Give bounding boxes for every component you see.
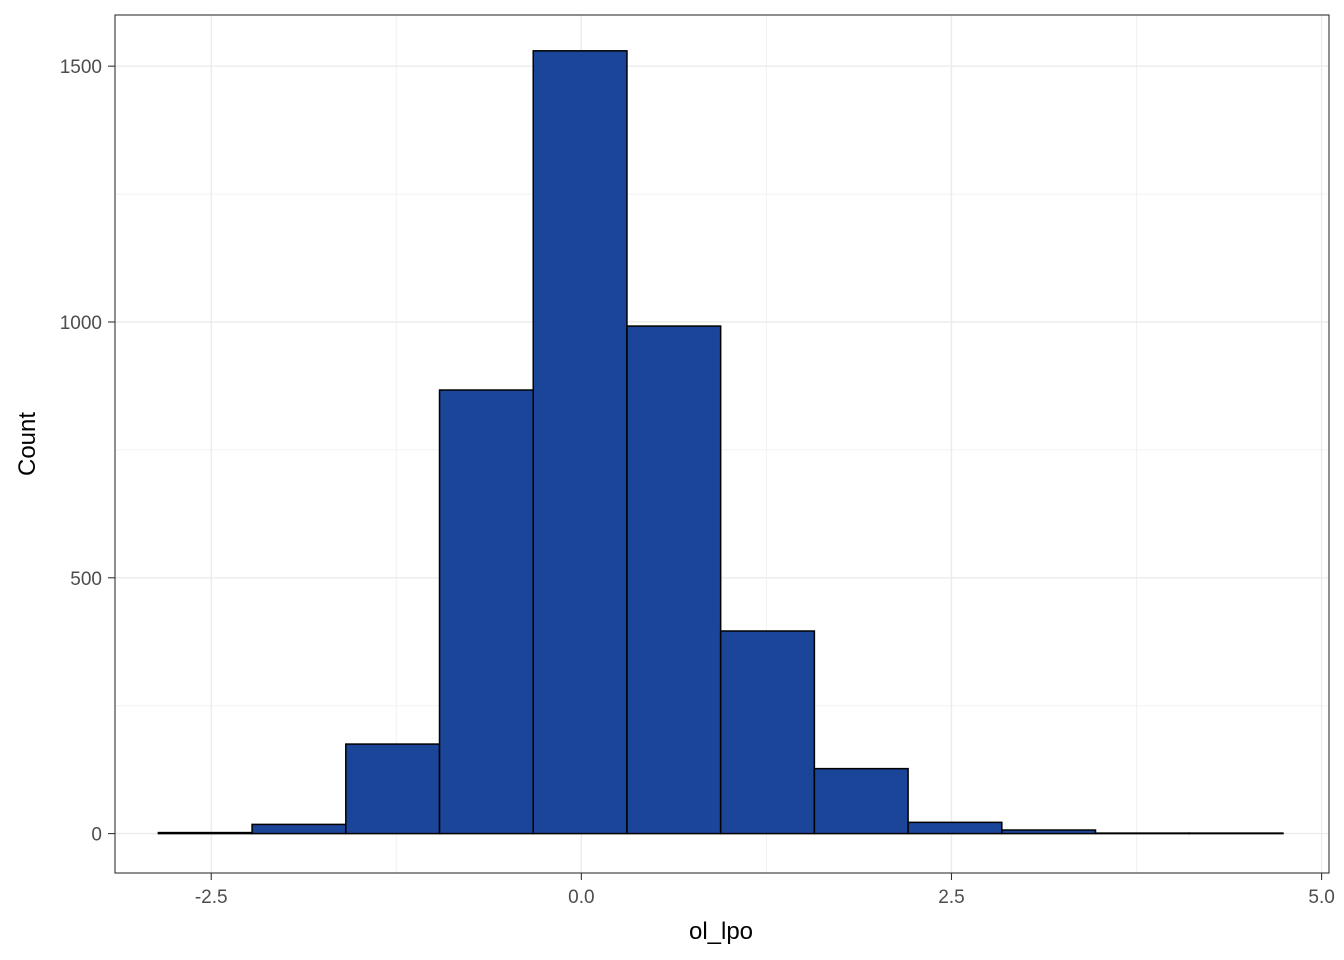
- histogram-bar-4: [438, 389, 534, 835]
- minor-gridlines: [115, 15, 1329, 873]
- histogram-bar-6: [626, 325, 722, 835]
- y-tick-label: 500: [70, 569, 102, 590]
- histogram-bar-5: [532, 50, 628, 835]
- histogram-bar-10: [1001, 829, 1097, 835]
- x-tick-label: 0.0: [568, 887, 594, 908]
- histogram-bar-7: [719, 630, 816, 835]
- histogram-bars: [157, 50, 1284, 835]
- x-axis-title: ol_lpo: [689, 918, 753, 945]
- x-tick-label: 5.0: [1308, 887, 1334, 908]
- x-tick-label: 2.5: [938, 887, 964, 908]
- y-tick-label: 0: [91, 825, 102, 846]
- histogram-bar-11: [1094, 832, 1190, 835]
- histogram-bar-9: [907, 821, 1003, 835]
- histogram-bar-1: [157, 831, 253, 835]
- histogram-bar-2: [251, 823, 347, 835]
- y-tick-label: 1000: [60, 313, 102, 334]
- y-axis-ticks: 0 500 1000 1500: [60, 57, 115, 846]
- x-tick-label: -2.5: [195, 887, 228, 908]
- y-tick-label: 1500: [60, 57, 102, 78]
- x-axis-ticks: -2.5 0.0 2.5 5.0: [195, 873, 1335, 908]
- histogram-bar-12: [1188, 832, 1284, 835]
- panel-border: [114, 14, 1330, 874]
- histogram-bar-8: [813, 767, 909, 835]
- y-axis-title: Count: [14, 412, 41, 476]
- histogram-bar-3: [345, 743, 441, 835]
